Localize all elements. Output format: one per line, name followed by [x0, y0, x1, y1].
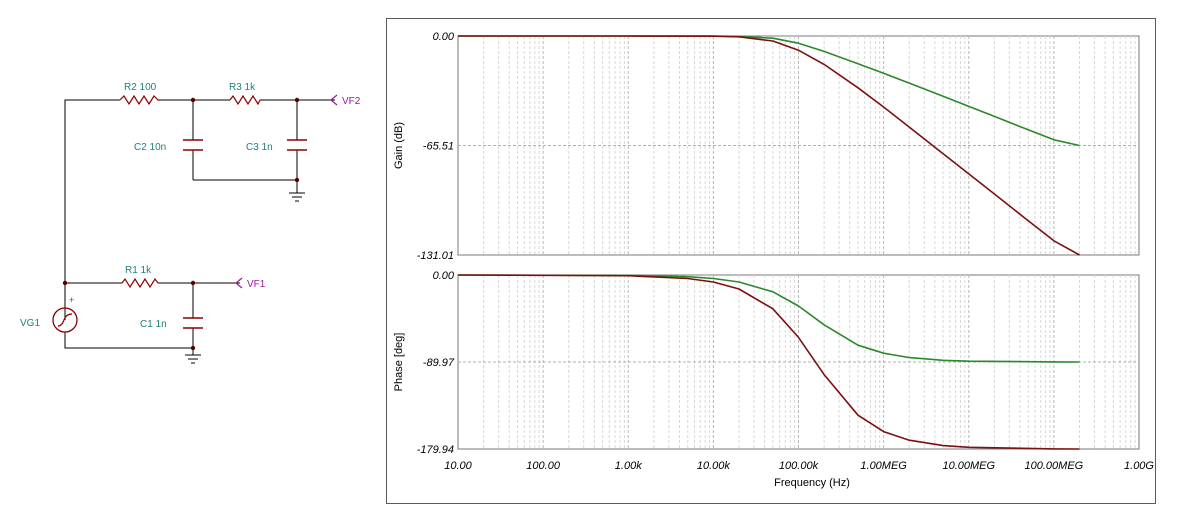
capacitor-c1[interactable] — [183, 317, 203, 329]
label-r1: R1 1k — [125, 265, 152, 276]
probe-vf2-icon[interactable] — [330, 94, 338, 106]
label-vf1: VF1 — [247, 279, 266, 290]
junction-nodes — [62, 97, 300, 351]
ground-symbol — [289, 192, 305, 202]
ground-symbol — [185, 354, 201, 364]
label-c2: C2 10n — [134, 142, 166, 153]
phase-panel: 0.00 -89.97 -179.94 Phase [deg] 10.00 100.00 1… — [393, 270, 1154, 472]
gain-panel: 0.00 -65.51 -131.01 Gain (dB) — [393, 31, 1140, 262]
probe-vf1-icon[interactable] — [235, 277, 243, 289]
label-plus: + — [69, 295, 74, 305]
label-r2: R2 100 — [124, 82, 157, 93]
capacitor-c2[interactable] — [183, 139, 203, 151]
x-tick-label: 10.00 — [444, 460, 472, 472]
gain-y-tick-label: -131.01 — [417, 250, 454, 262]
resistor-r3[interactable] — [229, 94, 261, 106]
gain-y-axis-label: Gain (dB) — [393, 122, 405, 169]
resistor-r1[interactable] — [121, 277, 159, 289]
step-wave-icon — [57, 313, 73, 327]
x-tick-label: 1.00MEG — [860, 460, 907, 472]
x-tick-label: 100.00MEG — [1025, 460, 1084, 472]
phase-series-line-1 — [457, 274, 1080, 363]
label-vg1: VG1 — [20, 318, 40, 329]
gain-y-tick-label: 0.00 — [433, 31, 455, 43]
phase-y-tick-label: 0.00 — [433, 270, 455, 282]
x-tick-label: 100.00k — [779, 460, 819, 472]
phase-y-axis-label: Phase [deg] — [393, 333, 405, 392]
label-r3: R3 1k — [229, 82, 256, 93]
x-axis-label: Frequency (Hz) — [774, 477, 850, 489]
gain-series-line-2 — [458, 35, 1080, 256]
label-c3: C3 1n — [246, 142, 273, 153]
x-tick-label: 1.00G — [1124, 460, 1154, 472]
phase-series-line-2 — [457, 274, 1080, 450]
x-tick-label: 100.00 — [526, 460, 561, 472]
x-tick-label: 1.00k — [615, 460, 642, 472]
phase-y-tick-label: -89.97 — [423, 357, 455, 369]
x-tick-label: 10.00MEG — [942, 460, 995, 472]
capacitor-c3[interactable] — [287, 139, 307, 151]
schematic: R2 100 R3 1k C2 10n C3 1n R1 1k C1 1n VG… — [20, 82, 361, 364]
x-tick-label: 10.00k — [697, 460, 731, 472]
phase-y-tick-label: -179.94 — [417, 444, 454, 456]
label-c1: C1 1n — [140, 319, 167, 330]
label-vf2: VF2 — [342, 96, 361, 107]
gain-y-tick-label: -65.51 — [423, 141, 454, 153]
resistor-r2[interactable] — [119, 94, 160, 106]
voltage-source-vg1[interactable] — [52, 307, 78, 333]
schematic-wires — [64, 99, 335, 355]
